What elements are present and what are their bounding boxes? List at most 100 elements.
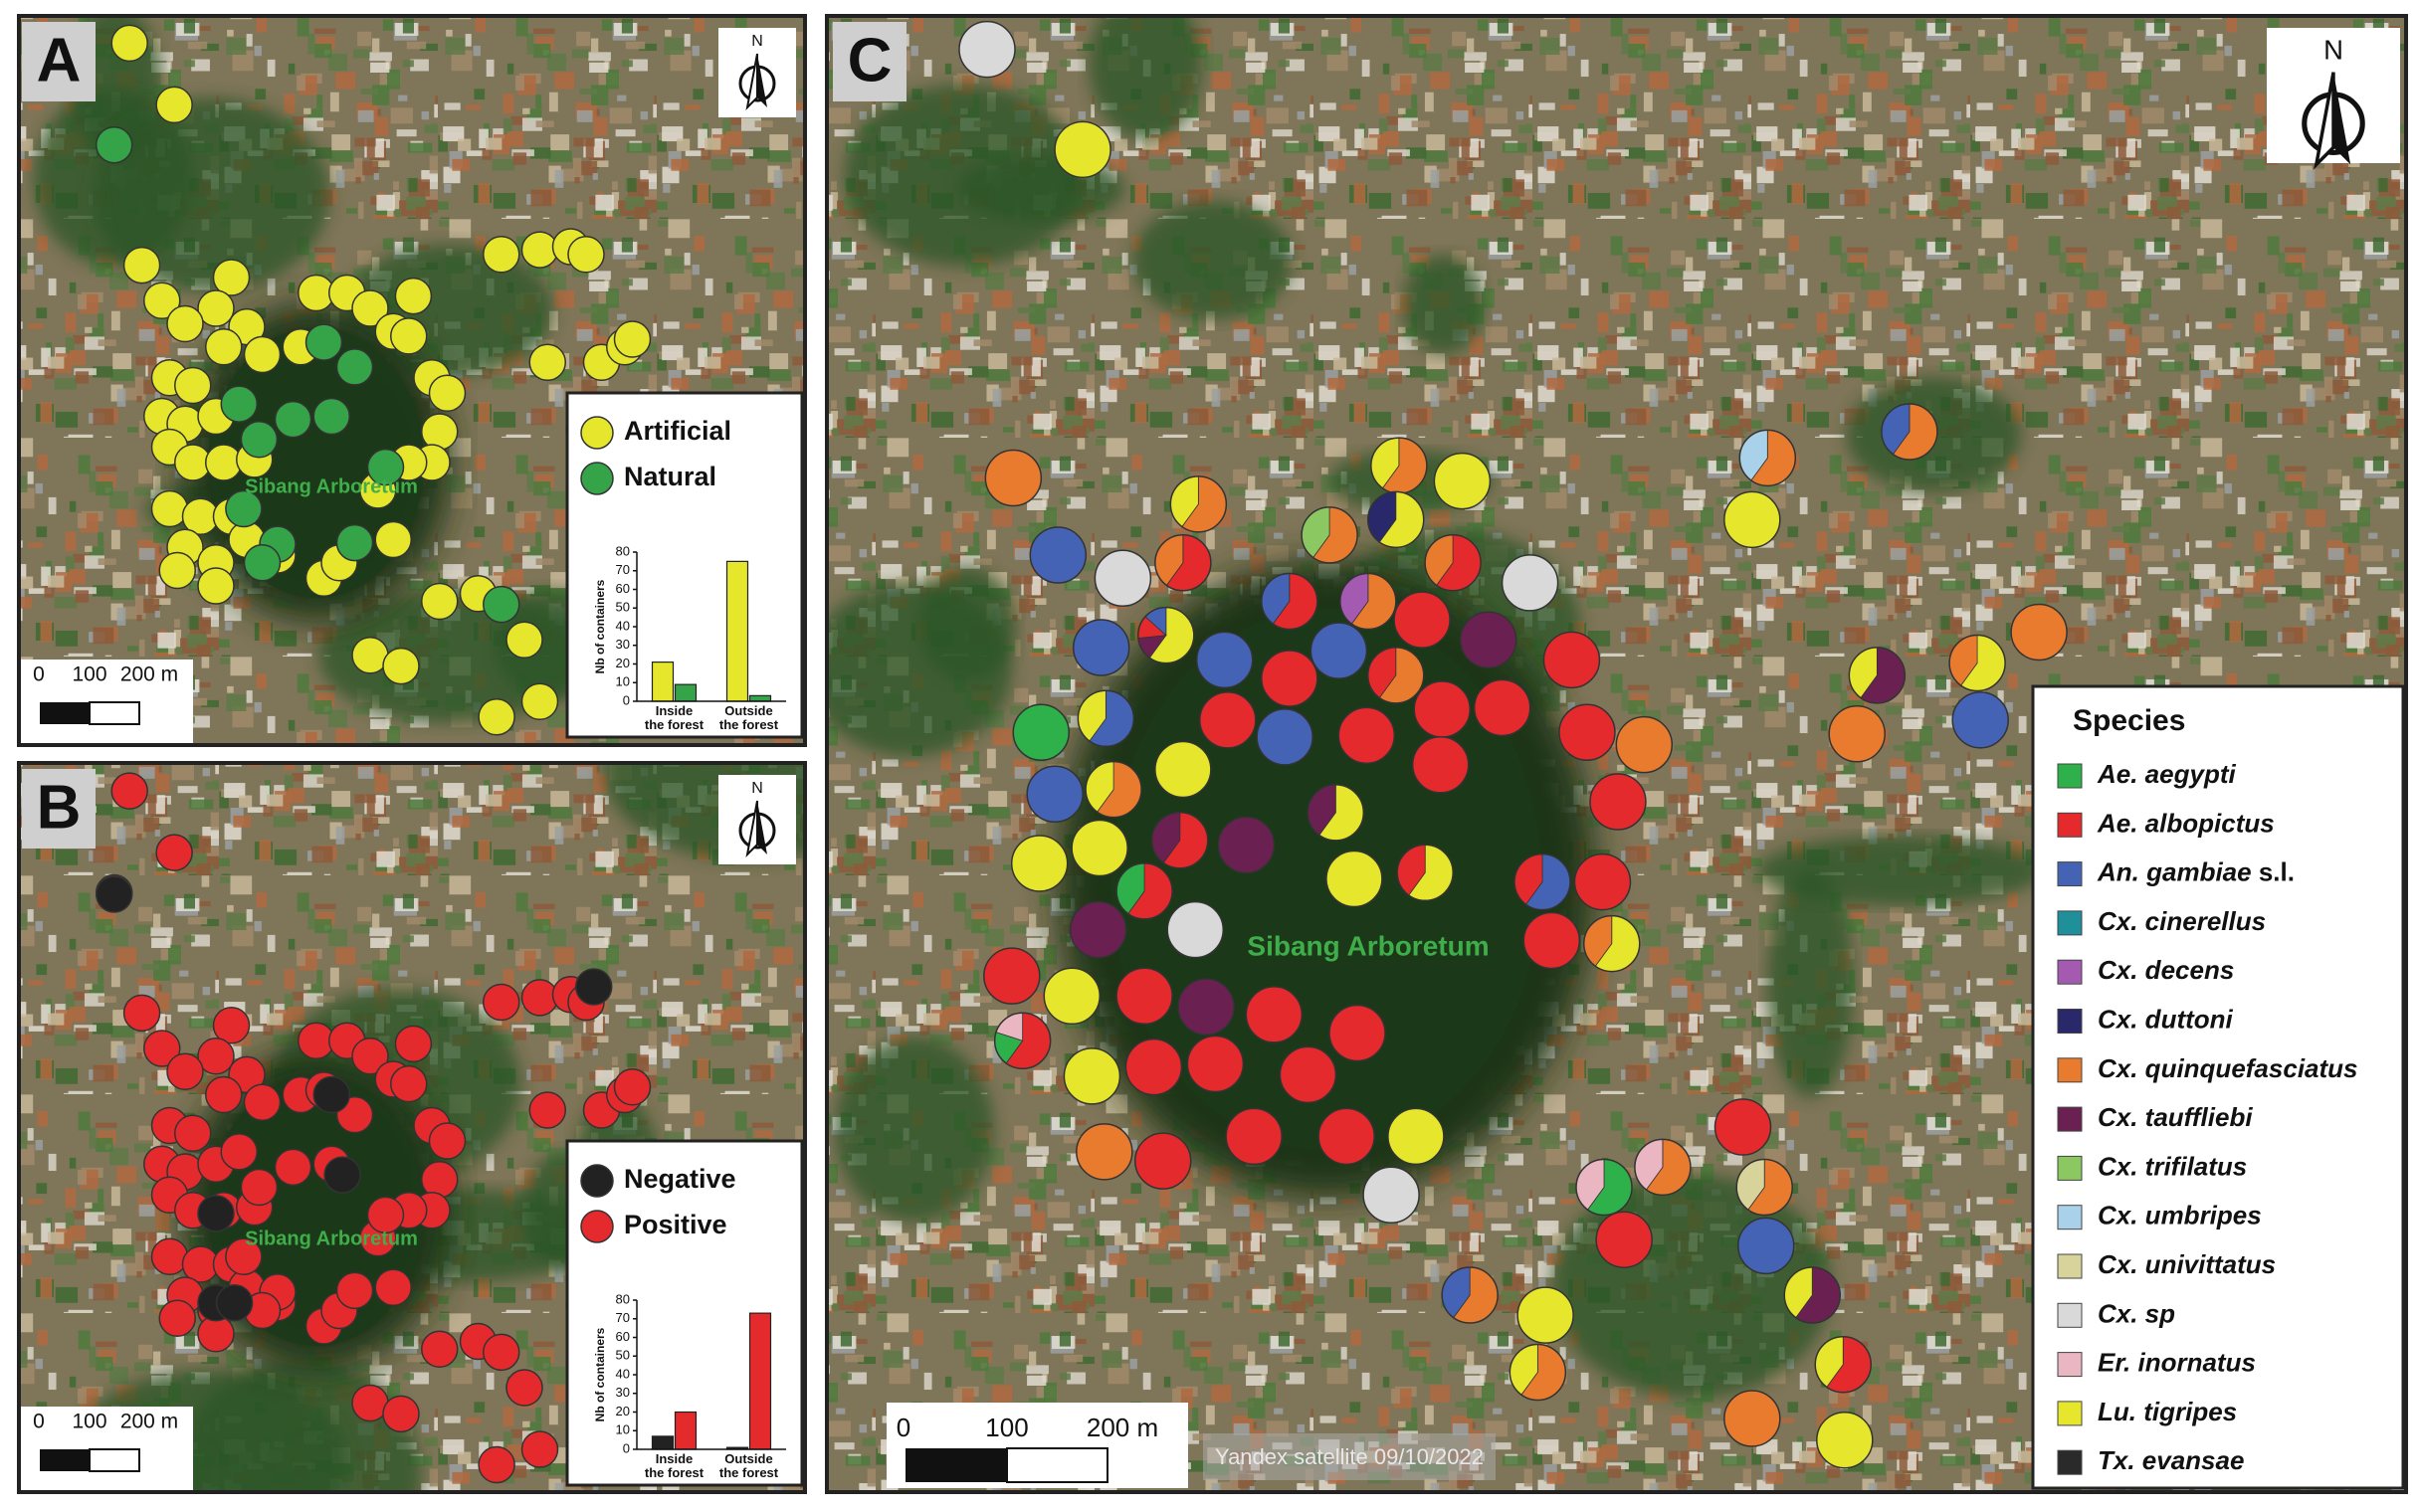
- pie-marker: [1615, 715, 1674, 774]
- legend-swatch: [2057, 910, 2083, 936]
- pie-marker: [1738, 429, 1797, 487]
- pie-slice: [1070, 901, 1126, 958]
- pie-outline: [1186, 1035, 1245, 1093]
- panel-frame: [17, 14, 807, 747]
- legend-swatch: [2057, 861, 2083, 887]
- pie-marker: [1261, 650, 1318, 707]
- pie-slice: [983, 948, 1040, 1005]
- site-marker: [240, 1168, 279, 1207]
- pie-outline: [1279, 1045, 1337, 1104]
- pie-marker: [1301, 506, 1358, 564]
- legend-label: Cx. duttoni: [2098, 1004, 2234, 1034]
- pie-outline: [1154, 740, 1212, 799]
- pie-slice: [1474, 679, 1530, 736]
- inset-box: [565, 391, 804, 739]
- pie-outline: [1307, 784, 1365, 842]
- scale-bar-white: [89, 701, 140, 725]
- site-marker: [155, 834, 193, 871]
- pie-marker: [1595, 1211, 1653, 1268]
- legend-box: [2031, 684, 2405, 1490]
- pie-outline: [1583, 914, 1641, 973]
- pie-outline: [1522, 911, 1581, 970]
- pie-marker: [1433, 452, 1492, 510]
- pie-marker: [1816, 1411, 1874, 1469]
- species-name: Ae. albopictus: [2097, 808, 2275, 838]
- legend-swatch: [2057, 1253, 2083, 1279]
- pie-outline: [1473, 678, 1531, 737]
- y-tick-label: 10: [616, 1422, 630, 1437]
- site-marker: [166, 304, 204, 343]
- y-tick-label: 0: [623, 692, 630, 707]
- pie-slice: [1167, 901, 1224, 958]
- site-marker: [212, 259, 251, 296]
- pie-slice: [1076, 1123, 1132, 1180]
- site-marker: [225, 1237, 263, 1275]
- pie-outline: [993, 1012, 1052, 1069]
- pie-marker: [1583, 914, 1641, 973]
- site-marker: [421, 1161, 459, 1199]
- pie-marker: [993, 1012, 1052, 1069]
- pie-slice: [1952, 691, 2009, 748]
- pie-outline: [1589, 773, 1647, 831]
- panel-letter-box: [833, 22, 907, 101]
- pie-slice: [985, 450, 1042, 506]
- pie-slice: [1261, 651, 1317, 706]
- pie-marker: [1133, 1132, 1192, 1190]
- legend-swatch: [2057, 1205, 2083, 1230]
- scale-label: 200 m: [120, 663, 178, 686]
- site-marker: [351, 289, 389, 327]
- site-marker: [197, 1195, 235, 1232]
- legend-label: Tx. evansae: [2098, 1445, 2244, 1475]
- north-arrow: [757, 801, 767, 854]
- legend-swatch: [2057, 1057, 2083, 1083]
- legend-label: Cx. umbripes: [2098, 1201, 2262, 1230]
- site-marker: [428, 1122, 467, 1160]
- vegetation: [827, 583, 1012, 757]
- pie-marker: [1245, 986, 1304, 1043]
- legend-label: Positive: [624, 1210, 727, 1239]
- x-tick-label: Outside the forest: [718, 704, 779, 732]
- legend-marker: [580, 1210, 614, 1243]
- panel-frame: [17, 761, 807, 1494]
- pie-outline: [1460, 611, 1517, 668]
- legend-label: Ae. aegypti: [2097, 759, 2236, 789]
- site-marker: [505, 621, 543, 659]
- pie-marker: [1115, 967, 1173, 1026]
- pie-slice: [1338, 707, 1395, 764]
- pie-marker: [1575, 1158, 1633, 1217]
- y-tick-label: 0: [623, 1440, 630, 1455]
- pie-slice: [2011, 604, 2068, 661]
- pie-marker: [1573, 852, 1632, 911]
- pie-outline: [1154, 534, 1212, 592]
- species-name: Cx. trifilatus: [2098, 1151, 2247, 1181]
- pie-slice: [1412, 736, 1469, 793]
- pie-outline: [1951, 691, 2009, 749]
- north-arrow: [757, 54, 767, 107]
- pie-marker: [1328, 1004, 1386, 1062]
- pie-marker: [958, 20, 1016, 79]
- site-marker: [483, 585, 520, 624]
- pie-slice: [1196, 632, 1253, 688]
- species-name: Cx. cinerellus: [2098, 906, 2266, 936]
- y-tick-label: 60: [616, 1329, 630, 1344]
- site-marker: [567, 236, 605, 274]
- pie-outline: [1816, 1411, 1874, 1469]
- pie-slice: [1280, 1046, 1336, 1103]
- pie-outline: [1516, 1286, 1574, 1344]
- pie-slice: [1616, 716, 1673, 773]
- scale-label: 100: [72, 663, 106, 686]
- pie-slice: [1187, 1036, 1244, 1092]
- pie-outline: [1069, 900, 1127, 959]
- pie-marker: [1077, 689, 1135, 748]
- y-tick-label: 50: [616, 1348, 630, 1363]
- x-tick-label-box: Outside the forest: [718, 704, 779, 732]
- pie-slice: [1011, 836, 1068, 891]
- pie-outline: [1735, 1158, 1793, 1217]
- pie-outline: [1424, 534, 1482, 592]
- site-marker: [143, 282, 181, 319]
- site-marker: [243, 1083, 282, 1121]
- pie-slice: [1596, 1212, 1653, 1268]
- site-marker: [197, 1038, 235, 1075]
- legend-swatch: [2057, 763, 2083, 789]
- pie-outline: [1509, 1343, 1567, 1402]
